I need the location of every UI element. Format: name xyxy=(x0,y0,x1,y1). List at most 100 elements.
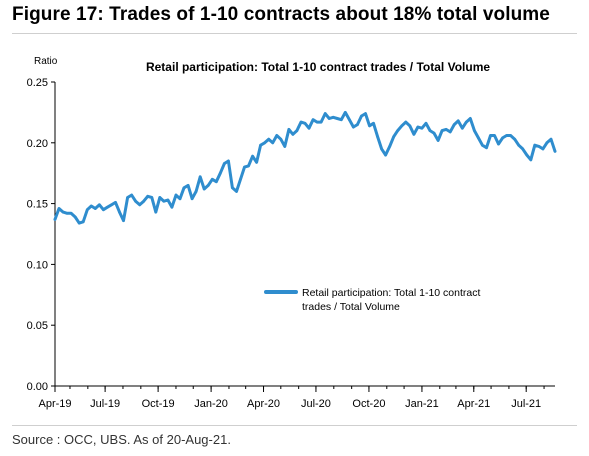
data-point xyxy=(57,207,61,210)
data-point xyxy=(416,125,420,129)
data-point xyxy=(130,193,133,197)
data-point xyxy=(545,141,549,145)
y-tick-label: 0.25 xyxy=(27,77,48,89)
data-point xyxy=(287,128,291,131)
data-point xyxy=(73,215,77,219)
line-chart: Retail participation: Total 1-10 contrac… xyxy=(27,56,557,410)
data-point xyxy=(517,143,520,147)
data-point xyxy=(501,136,504,140)
data-point xyxy=(227,159,230,163)
x-tick-label: Apr-21 xyxy=(457,398,490,410)
data-point xyxy=(271,141,275,145)
data-point xyxy=(77,221,81,225)
data-point xyxy=(336,117,339,120)
x-tick-label: Oct-19 xyxy=(142,398,175,410)
data-point xyxy=(452,123,456,126)
data-point xyxy=(102,208,105,211)
y-tick-label: 0.10 xyxy=(27,259,48,271)
data-point xyxy=(541,147,545,151)
data-point xyxy=(368,124,371,128)
data-point xyxy=(118,210,121,214)
data-point xyxy=(138,203,141,207)
data-point xyxy=(182,186,186,190)
data-point xyxy=(388,145,392,148)
data-point xyxy=(178,197,182,200)
data-point xyxy=(456,119,460,123)
data-point xyxy=(319,120,323,124)
data-point xyxy=(275,134,279,137)
data-point xyxy=(146,195,149,198)
series-line xyxy=(53,110,557,225)
data-point xyxy=(186,184,190,187)
data-point xyxy=(473,129,476,132)
data-point xyxy=(299,120,303,124)
data-point xyxy=(267,137,271,141)
data-point xyxy=(81,220,85,224)
y-tick-label: 0.20 xyxy=(27,138,48,150)
data-point xyxy=(150,196,154,199)
data-point xyxy=(505,134,508,137)
data-point xyxy=(263,141,267,145)
data-point xyxy=(231,186,234,190)
data-point xyxy=(190,197,194,200)
data-point xyxy=(497,142,500,146)
data-point xyxy=(158,196,162,199)
data-point xyxy=(485,146,488,149)
data-point xyxy=(323,112,327,115)
data-point xyxy=(469,117,472,120)
data-point xyxy=(259,143,262,147)
data-point xyxy=(126,196,129,199)
data-point xyxy=(344,111,347,114)
data-point xyxy=(194,190,198,193)
data-point xyxy=(243,165,246,169)
data-point xyxy=(436,139,440,142)
series-layer xyxy=(53,110,557,225)
data-point xyxy=(549,137,553,141)
data-point xyxy=(408,124,412,128)
data-point xyxy=(432,131,436,135)
data-point xyxy=(352,125,355,129)
source-note: Source : OCC, UBS. As of 20-Aug-21. xyxy=(12,432,231,447)
data-point xyxy=(114,201,117,204)
x-tick-label: Apr-19 xyxy=(38,398,71,410)
data-point xyxy=(477,136,480,140)
data-point xyxy=(521,147,524,151)
y-tick-label: 0.15 xyxy=(27,199,48,211)
data-point xyxy=(154,210,158,214)
data-point xyxy=(384,153,387,157)
data-point xyxy=(348,118,351,121)
data-point xyxy=(219,171,222,175)
data-point xyxy=(513,137,516,141)
chart-title: Retail participation: Total 1-10 contrac… xyxy=(146,60,490,74)
data-point xyxy=(142,199,145,203)
data-point xyxy=(400,124,404,128)
data-point xyxy=(440,129,444,132)
x-axis: Apr-19 Jul-19 Oct-19 Jan-20 Apr-20 Jul-20 Oct-… xyxy=(38,385,555,410)
data-point xyxy=(533,143,537,147)
y-axis-label: Ratio xyxy=(34,56,58,67)
data-point xyxy=(174,193,178,197)
data-point xyxy=(61,210,65,214)
data-point xyxy=(235,190,238,193)
data-point xyxy=(420,126,424,130)
data-point xyxy=(428,129,432,132)
data-point xyxy=(198,175,202,179)
data-point xyxy=(461,126,464,130)
data-point xyxy=(380,147,383,151)
data-point xyxy=(53,218,57,221)
data-point xyxy=(239,178,242,181)
data-point xyxy=(493,134,496,137)
data-point xyxy=(69,212,73,215)
data-point xyxy=(525,153,529,157)
data-point xyxy=(356,123,359,126)
data-point xyxy=(110,203,113,207)
x-tick-label: Jul-21 xyxy=(511,398,541,410)
data-point xyxy=(412,133,416,136)
data-point xyxy=(392,135,396,138)
data-point xyxy=(509,134,512,137)
data-point xyxy=(90,204,93,208)
x-tick-label: Oct-20 xyxy=(352,398,385,410)
x-tick-label: Jan-21 xyxy=(405,398,439,410)
data-point xyxy=(529,158,533,162)
data-point xyxy=(424,122,428,125)
